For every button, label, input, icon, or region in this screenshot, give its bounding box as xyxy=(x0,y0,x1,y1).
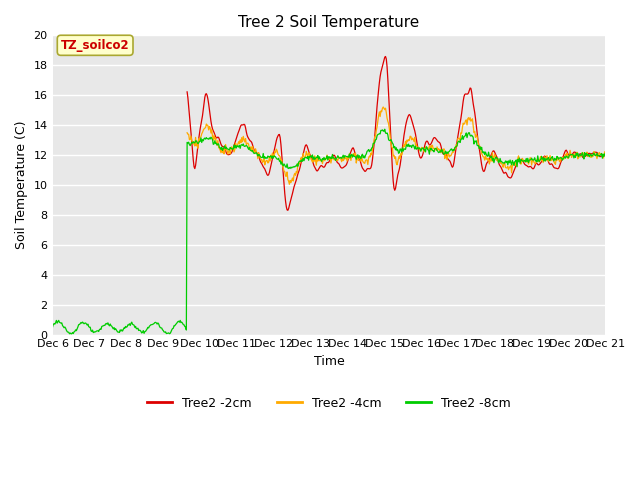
Tree2 -2cm xyxy=(201,95,209,100)
Tree2 -8cm xyxy=(116,327,124,333)
Title: Tree 2 Soil Temperature: Tree 2 Soil Temperature xyxy=(238,15,420,30)
Tree2 -4cm xyxy=(412,142,420,147)
Tree2 -4cm xyxy=(201,125,209,131)
Text: TZ_soilco2: TZ_soilco2 xyxy=(61,39,129,52)
Tree2 -8cm xyxy=(602,150,609,156)
Tree2 -8cm xyxy=(59,323,67,328)
X-axis label: Time: Time xyxy=(314,355,344,368)
Tree2 -2cm xyxy=(396,162,404,168)
Tree2 -8cm xyxy=(49,324,56,330)
Y-axis label: Soil Temperature (C): Soil Temperature (C) xyxy=(15,120,28,249)
Tree2 -8cm xyxy=(173,321,180,326)
Tree2 -4cm xyxy=(602,150,609,156)
Tree2 -8cm xyxy=(398,149,406,155)
Tree2 -8cm xyxy=(414,144,422,150)
Tree2 -2cm xyxy=(412,136,420,142)
Line: Tree2 -2cm: Tree2 -2cm xyxy=(187,57,605,210)
Line: Tree2 -4cm: Tree2 -4cm xyxy=(187,107,605,184)
Legend: Tree2 -2cm, Tree2 -4cm, Tree2 -8cm: Tree2 -2cm, Tree2 -4cm, Tree2 -8cm xyxy=(142,392,516,415)
Tree2 -2cm xyxy=(602,152,609,157)
Tree2 -8cm xyxy=(202,136,209,142)
Tree2 -8cm xyxy=(381,126,388,132)
Tree2 -4cm xyxy=(396,156,404,161)
Tree2 -8cm xyxy=(66,331,74,336)
Line: Tree2 -8cm: Tree2 -8cm xyxy=(52,129,605,334)
